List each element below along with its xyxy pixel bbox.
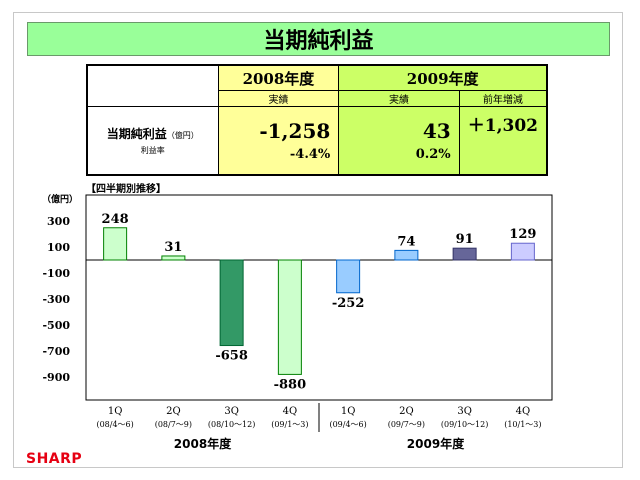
- bar-label-1: 248: [102, 212, 129, 227]
- bar-label-4: -880: [274, 377, 307, 392]
- value-2008: -1,258: [259, 119, 331, 143]
- header-2009-actual: 実績: [338, 90, 460, 107]
- cell-2008: -1,258 -4.4%: [217, 106, 340, 176]
- bar-3: [219, 259, 244, 347]
- row-label-cell: 当期純利益（億円） 利益率: [86, 106, 219, 176]
- bar-label-6: 74: [397, 234, 415, 249]
- summary-table: 2008年度 2009年度 実績 実績 前年増減 当期純利益（億円） 利益率 -…: [86, 64, 548, 176]
- header-2008: 2008年度: [217, 64, 340, 91]
- y-tick-label-4: -500: [42, 319, 70, 332]
- group-label-2: 2009年度: [407, 436, 465, 451]
- bar-2: [161, 255, 186, 261]
- x-tick-period-5: (09/4～6): [329, 420, 366, 429]
- x-tick-quarter-6: 2Q: [399, 406, 414, 417]
- cell-2009: 43 0.2%: [338, 106, 460, 176]
- page-title: 当期純利益: [27, 22, 610, 56]
- bar-label-2: 31: [164, 240, 182, 255]
- x-tick-period-4: (09/1～3): [271, 420, 308, 429]
- y-tick-label-1: 100: [47, 241, 70, 254]
- x-tick-period-8: (10/1～3): [504, 420, 541, 429]
- row-unit: （億円）: [166, 131, 199, 140]
- header-2008-actual: 実績: [217, 90, 340, 107]
- x-tick-quarter-3: 3Q: [224, 406, 239, 417]
- y-tick-label-0: 300: [47, 215, 70, 228]
- y-axis-unit: （億円）: [42, 193, 78, 205]
- x-tick-period-2: (08/7～9): [155, 420, 192, 429]
- sharp-logo: SHARP: [26, 451, 83, 467]
- bar-4: [277, 259, 302, 375]
- bar-label-5: -252: [332, 296, 365, 311]
- bar-7: [452, 247, 477, 261]
- y-tick-label-5: -700: [42, 345, 70, 358]
- y-tick-label-2: -100: [42, 267, 70, 280]
- value-2009: 43: [422, 119, 451, 143]
- x-tick-period-1: (08/4～6): [96, 420, 133, 429]
- bar-1: [103, 227, 128, 261]
- x-tick-period-6: (09/7～9): [388, 420, 425, 429]
- bar-5: [336, 259, 361, 294]
- group-label-1: 2008年度: [174, 436, 232, 451]
- x-tick-quarter-7: 3Q: [457, 406, 472, 417]
- bar-6: [394, 249, 419, 261]
- x-tick-period-7: (09/10～12): [441, 420, 488, 429]
- value-yoy: ＋1,302: [467, 116, 538, 136]
- bar-label-7: 91: [456, 232, 474, 247]
- x-tick-quarter-2: 2Q: [166, 406, 181, 417]
- slide-frame: [13, 12, 623, 468]
- plot-area: [85, 194, 553, 401]
- x-tick-quarter-8: 4Q: [516, 406, 531, 417]
- chart-subtitle: 【四半期別推移】: [86, 184, 166, 195]
- row-label: 当期純利益: [106, 127, 167, 141]
- margin-2008: -4.4%: [289, 147, 331, 162]
- bar-label-8: 129: [509, 227, 536, 242]
- bar-label-3: -658: [215, 349, 248, 364]
- x-tick-quarter-5: 1Q: [341, 406, 356, 417]
- bar-8: [510, 242, 535, 261]
- header-yoy: 前年増減: [458, 90, 548, 107]
- margin-2009: 0.2%: [415, 147, 451, 162]
- x-tick-quarter-1: 1Q: [108, 406, 123, 417]
- y-tick-label-3: -300: [42, 293, 70, 306]
- y-tick-label-6: -900: [42, 371, 70, 384]
- x-tick-period-3: (08/10～12): [208, 420, 255, 429]
- header-2009: 2009年度: [338, 64, 548, 91]
- summary-corner: [86, 64, 219, 107]
- x-tick-quarter-4: 4Q: [283, 406, 298, 417]
- row-sublabel: 利益率: [140, 146, 165, 155]
- cell-yoy: ＋1,302: [458, 106, 548, 176]
